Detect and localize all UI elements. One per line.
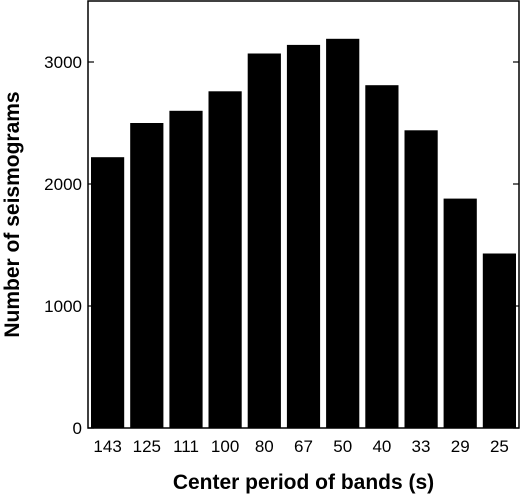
x-tick-label: 80 (255, 437, 274, 456)
x-axis-ticks: 143 125 111 100 80 67 50 40 33 29 25 (93, 437, 508, 456)
plot-frame (87, 0, 520, 429)
bar-25 (482, 253, 516, 428)
bar-143 (91, 157, 125, 428)
y-tick-label: 2000 (44, 175, 82, 194)
bar-33 (404, 130, 438, 429)
x-tick-label: 50 (333, 437, 352, 456)
x-tick-label: 33 (412, 437, 431, 456)
y-tick-label: 3000 (44, 53, 82, 72)
bar-100 (208, 91, 242, 429)
x-axis-title: Center period of bands (s) (173, 471, 434, 494)
x-tick-label: 100 (211, 437, 239, 456)
bar-29 (443, 198, 477, 428)
bar-125 (130, 123, 164, 428)
bar-80 (247, 53, 281, 428)
bar-111 (169, 110, 203, 429)
x-tick-label: 67 (294, 437, 313, 456)
x-tick-label: 143 (93, 437, 121, 456)
x-tick-label: 125 (133, 437, 161, 456)
y-axis-title: Number of seismograms (1, 91, 24, 337)
bars-layer (91, 38, 516, 429)
x-tick-label: 111 (173, 437, 199, 456)
x-tick-label: 29 (451, 437, 470, 456)
y-tick-label: 1000 (44, 297, 82, 316)
bar-40 (365, 85, 399, 428)
x-tick-label: 25 (490, 437, 509, 456)
plot-border (87, 0, 520, 429)
bar-67 (286, 44, 321, 429)
y-axis-ticks: 0 1000 2000 3000 (44, 53, 519, 438)
bar-50 (326, 38, 360, 429)
y-tick-label: 0 (73, 419, 82, 438)
x-tick-label: 40 (372, 437, 391, 456)
